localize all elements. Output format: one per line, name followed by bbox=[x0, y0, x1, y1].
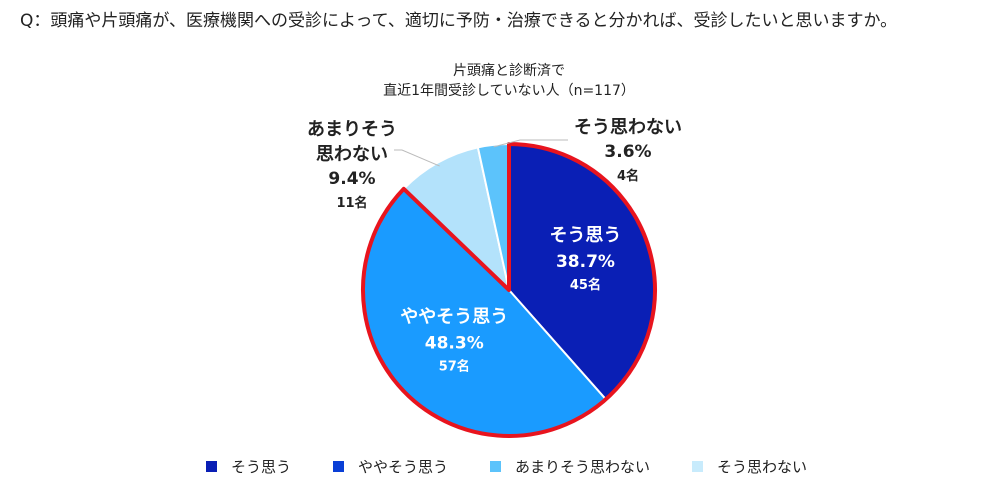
slice-count-1: 57名 bbox=[439, 359, 470, 375]
slice-count-0: 45名 bbox=[570, 277, 601, 293]
slice-count-2: 11名 bbox=[336, 195, 367, 211]
chart-subtitle-line-1: 片頭痛と診断済で bbox=[453, 62, 565, 79]
legend-label-0: そう思う bbox=[231, 458, 292, 476]
legend-swatch-2 bbox=[490, 461, 502, 472]
slice-percent-2: 9.4% bbox=[328, 169, 375, 189]
legend-swatch-0 bbox=[206, 461, 217, 472]
legend-label-1: ややそう思う bbox=[358, 458, 449, 476]
legend-label-3: そう思わない bbox=[717, 458, 808, 476]
slice-label-0: そう思う bbox=[549, 225, 621, 246]
legend-item-0: そう思う bbox=[206, 456, 291, 477]
legend-item-1: ややそう思う bbox=[333, 456, 448, 477]
slice-percent-1: 48.3% bbox=[425, 334, 484, 354]
leader-line-3 bbox=[493, 139, 568, 148]
slice-percent-0: 38.7% bbox=[556, 252, 615, 272]
slice-count-3: 4名 bbox=[617, 168, 639, 184]
legend-swatch-1 bbox=[333, 461, 345, 472]
leader-line-2 bbox=[394, 149, 440, 167]
legend: そう思う ややそう思う あまりそう思わない そう思わない bbox=[206, 456, 849, 477]
highlight-outline bbox=[361, 142, 657, 438]
slice-label-1: ややそう思う bbox=[400, 307, 508, 328]
legend-label-2: あまりそう思わない bbox=[515, 458, 651, 476]
slice-label-2b: 思わない bbox=[316, 144, 388, 165]
legend-swatch-3 bbox=[692, 461, 704, 472]
question-text: Q：頭痛や片頭痛が、医療機関への受診によって、適切に予防・治療できると分かれば、… bbox=[20, 11, 898, 31]
slice-percent-3: 3.6% bbox=[604, 142, 651, 162]
chart-subtitle-line-2: 直近1年間受診していない人（n=117） bbox=[383, 82, 635, 99]
slice-label-2a: あまりそう bbox=[307, 119, 397, 140]
legend-item-2: あまりそう思わない bbox=[490, 456, 650, 477]
slice-label-3: そう思わない bbox=[574, 117, 682, 138]
legend-item-3: そう思わない bbox=[692, 456, 807, 477]
